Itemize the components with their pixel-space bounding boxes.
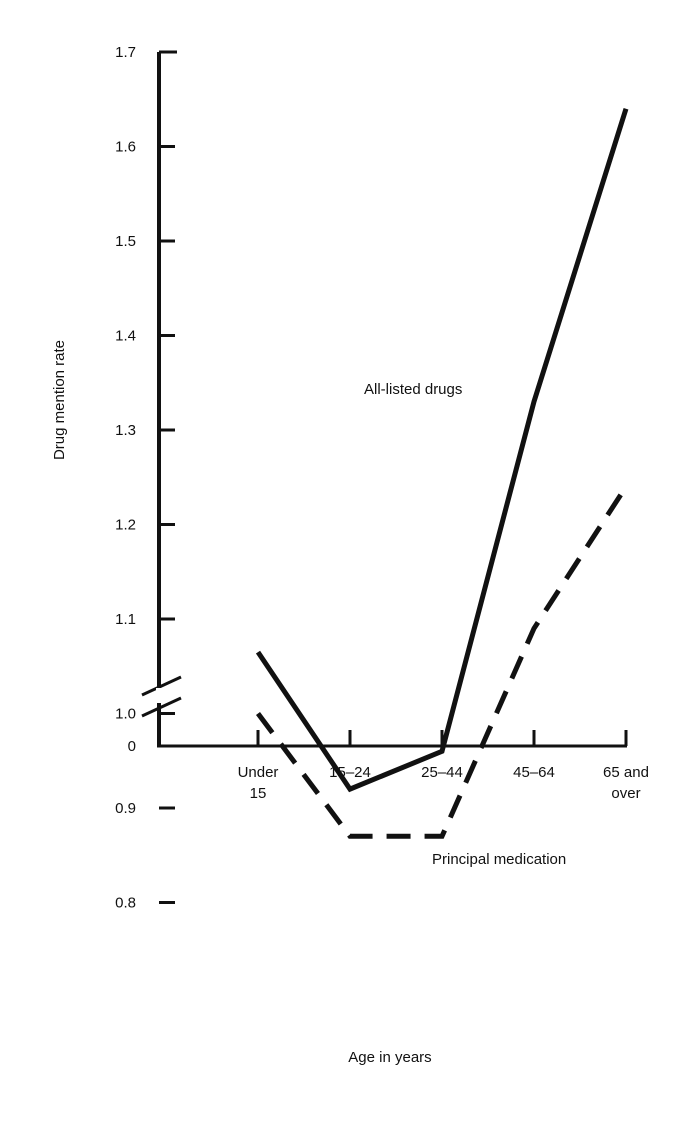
y-tick-label: 1.4 bbox=[115, 328, 136, 345]
series-line bbox=[255, 107, 629, 793]
x-tick-label: Under bbox=[238, 764, 279, 781]
y-axis-title: Drug mention rate bbox=[51, 340, 68, 460]
y-ticks: 0 0.8 0.9 1.0 1.1 1.2 1.3 1.4 1.5 1.6 1.7 bbox=[115, 44, 175, 912]
y-tick-label: 1.3 bbox=[115, 422, 136, 439]
y-tick-label: 1.7 bbox=[115, 44, 136, 61]
series-line bbox=[255, 485, 629, 839]
series-labels: All-listed drugs Principal medication bbox=[364, 381, 566, 868]
series-group bbox=[255, 107, 629, 839]
y-tick-label: 1.2 bbox=[115, 517, 136, 534]
y-tick-label: 1.6 bbox=[115, 139, 136, 156]
x-axis-title: Age in years bbox=[348, 1049, 431, 1066]
x-tick-label: 25–44 bbox=[421, 764, 463, 781]
x-tick-label: over bbox=[611, 785, 640, 802]
y-tick-label: 0 bbox=[128, 738, 136, 755]
x-tick-label: 15 bbox=[250, 785, 267, 802]
axis-break-mark bbox=[141, 696, 182, 718]
axis-break-mark bbox=[141, 675, 182, 697]
y-tick-label: 1.5 bbox=[115, 233, 136, 250]
series-label: All-listed drugs bbox=[364, 381, 462, 398]
y-tick-label: 0.8 bbox=[115, 895, 136, 912]
x-tick-label: 45–64 bbox=[513, 764, 555, 781]
x-tick-label: 65 and bbox=[603, 764, 649, 781]
axis-break-gap bbox=[156, 688, 163, 703]
y-tick-label: 1.0 bbox=[115, 706, 136, 723]
y-tick-label: 0.9 bbox=[115, 800, 136, 817]
series-label: Principal medication bbox=[432, 851, 566, 868]
y-tick-label: 1.1 bbox=[115, 611, 136, 628]
